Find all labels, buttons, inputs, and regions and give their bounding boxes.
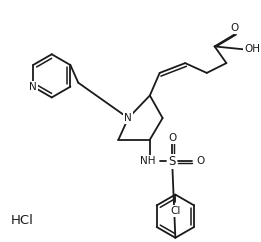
Text: OH: OH <box>244 44 260 54</box>
Text: Cl: Cl <box>170 206 181 216</box>
Text: N: N <box>124 113 132 123</box>
Text: S: S <box>169 155 176 168</box>
Text: N: N <box>29 82 37 92</box>
Text: O: O <box>230 23 238 33</box>
Text: HCl: HCl <box>10 214 33 227</box>
Text: O: O <box>197 156 205 166</box>
Text: NH: NH <box>140 156 156 166</box>
Text: O: O <box>168 133 176 143</box>
